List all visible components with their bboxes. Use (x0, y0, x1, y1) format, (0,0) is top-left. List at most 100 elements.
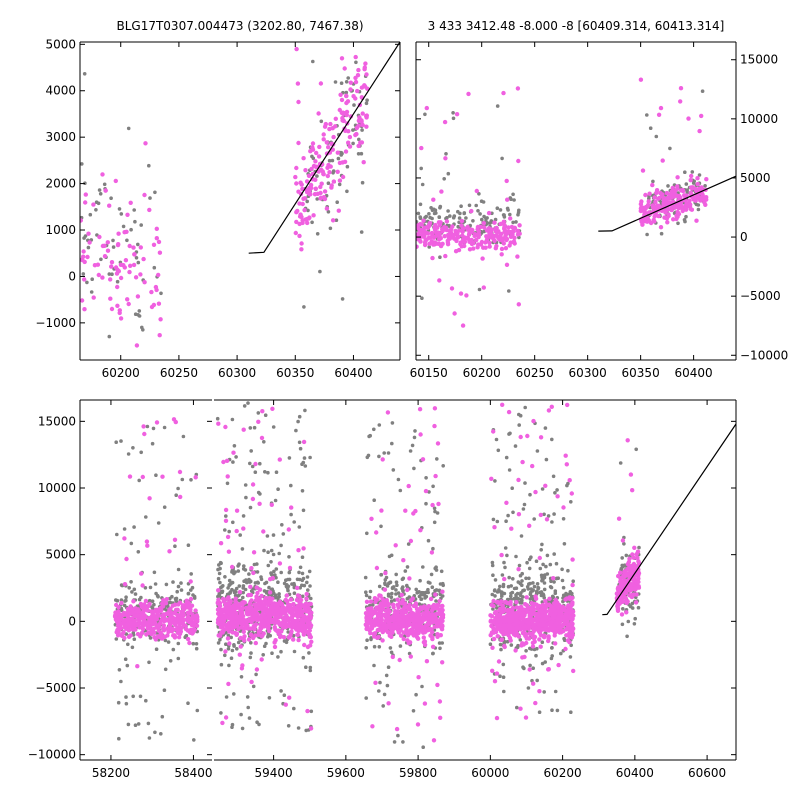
gray-data-point (274, 470, 279, 475)
magenta-data-point (143, 598, 149, 604)
magenta-data-point (688, 178, 693, 183)
magenta-data-point (440, 660, 445, 665)
gray-data-point (474, 203, 479, 208)
gray-data-point (304, 665, 308, 669)
magenta-data-point (523, 602, 528, 607)
magenta-data-point (227, 629, 232, 634)
gray-data-point (121, 224, 126, 229)
gray-data-point (551, 594, 555, 599)
gray-data-point (145, 424, 150, 429)
magenta-data-point (383, 570, 388, 576)
magenta-data-point (430, 232, 435, 237)
magenta-data-point (127, 243, 132, 249)
gray-data-point (257, 722, 261, 727)
magenta-data-point (330, 218, 336, 223)
gray-data-point (451, 215, 456, 220)
gray-data-point (511, 192, 515, 197)
magenta-data-point (340, 115, 345, 121)
magenta-data-point (132, 252, 137, 257)
magenta-data-point (183, 626, 189, 632)
gray-data-point (126, 722, 131, 727)
gray-data-point (279, 689, 283, 693)
gray-data-point (276, 655, 280, 659)
magenta-data-point (252, 612, 257, 617)
gray-data-point (253, 581, 258, 585)
gray-data-point (294, 428, 298, 433)
gray-data-point (421, 565, 425, 569)
magenta-data-point (102, 254, 108, 259)
gray-data-point (117, 207, 122, 211)
gray-data-point (216, 576, 221, 581)
gray-data-point (432, 520, 437, 525)
gray-data-point (668, 146, 672, 151)
gray-data-point (500, 590, 504, 594)
magenta-data-point (430, 644, 436, 649)
gray-data-point (387, 554, 392, 559)
magenta-data-point (344, 100, 349, 106)
magenta-data-point (167, 549, 172, 554)
magenta-data-point (139, 571, 144, 576)
magenta-data-point (164, 597, 169, 602)
magenta-data-point (440, 623, 445, 628)
magenta-data-point (346, 140, 351, 145)
gray-data-point (372, 644, 377, 649)
magenta-data-point (295, 208, 300, 214)
magenta-data-point (144, 539, 150, 544)
magenta-data-point (700, 191, 705, 197)
magenta-data-point (232, 606, 238, 611)
magenta-data-point (538, 512, 543, 518)
gray-data-point (286, 577, 290, 582)
magenta-data-point (309, 166, 314, 172)
magenta-data-point (366, 607, 372, 612)
gray-data-point (685, 188, 689, 192)
gray-data-point (528, 646, 532, 651)
magenta-data-point (289, 505, 294, 510)
gray-data-point (364, 696, 369, 700)
magenta-data-point (113, 265, 119, 270)
magenta-data-point (546, 667, 551, 672)
magenta-data-point (135, 631, 141, 637)
magenta-data-point (421, 635, 426, 640)
gray-data-point (153, 582, 158, 586)
magenta-data-point (83, 200, 88, 205)
gray-data-point (307, 651, 311, 655)
gray-data-point (229, 656, 234, 660)
gray-data-point (119, 608, 124, 613)
magenta-data-point (85, 254, 90, 260)
gray-data-point (292, 706, 296, 711)
gray-data-point (684, 214, 688, 219)
magenta-data-point (388, 621, 393, 627)
gray-data-point (300, 594, 305, 599)
gray-data-point (534, 653, 538, 658)
gray-data-point (439, 569, 444, 574)
magenta-data-point (252, 626, 257, 632)
gray-data-point (186, 701, 190, 705)
magenta-data-point (177, 469, 183, 475)
magenta-data-point (223, 424, 228, 430)
magenta-data-point (126, 607, 131, 613)
gray-data-point (119, 212, 124, 216)
magenta-data-point (423, 230, 429, 235)
gray-data-point (659, 231, 664, 236)
gray-data-point (431, 546, 435, 551)
magenta-data-point (283, 597, 288, 603)
magenta-data-point (81, 249, 86, 254)
gray-data-point (86, 245, 91, 250)
magenta-data-point (434, 611, 440, 616)
gray-data-point (545, 553, 550, 558)
magenta-data-point (301, 632, 307, 637)
gray-data-point (676, 221, 680, 226)
magenta-data-point (342, 66, 347, 71)
gray-data-point (279, 570, 284, 575)
gray-data-point (152, 570, 157, 575)
magenta-data-point (240, 613, 245, 618)
gray-data-point (531, 581, 535, 585)
axes-frame-top-right (415, 41, 737, 361)
gray-data-point (230, 580, 235, 585)
magenta-data-point (267, 611, 272, 616)
magenta-data-point (253, 606, 258, 611)
magenta-data-point (123, 612, 129, 617)
magenta-data-point (253, 603, 258, 608)
gray-data-point (381, 704, 386, 708)
magenta-data-point (417, 407, 423, 412)
